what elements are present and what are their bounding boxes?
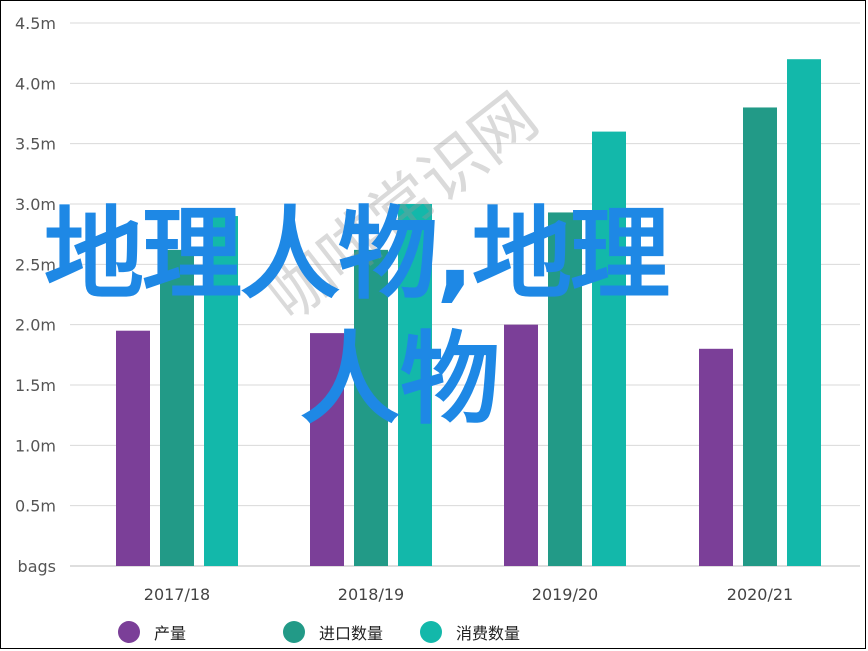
y-tick-label: 3.5m [15,135,56,154]
bar-3 [787,59,821,566]
y-tick-label: 4.5m [15,14,56,33]
bar-chart: bags 0.5m 1.0m 1.5m 2.0m 2.5m 3.0m 3.5m 4.0m 4.5m… [15,14,860,604]
y-tick-label: 2.5m [15,255,56,274]
legend-swatch [283,621,305,643]
x-tick-label: 2018/19 [338,585,404,604]
y-tick-label: 0.5m [15,497,56,516]
bar-1 [699,348,733,566]
x-tick-label: 2020/21 [727,585,793,604]
bar-2 [548,212,582,567]
bar-1 [116,330,150,566]
legend-label: 消费数量 [456,624,521,643]
x-tick-label: 2019/20 [532,585,598,604]
legend: 产量 进口数量 消费数量 [0,618,868,646]
y-tick-label: 4.0m [15,74,56,93]
legend-item: 产量 [118,620,186,644]
bar-2 [160,249,194,566]
y-tick-label: 2.0m [15,316,56,335]
legend-swatch [420,621,442,643]
legend-item: 进口数量 [283,620,383,644]
legend-swatch [118,621,140,643]
bar-2 [743,107,777,566]
y-tick-label: 1.5m [15,376,56,395]
bar-3 [204,216,238,567]
x-tick-label: 2017/18 [144,585,210,604]
bar-3 [592,131,626,566]
legend-label: 产量 [154,624,187,643]
y-tick-label: bags [18,557,56,576]
bar-1 [310,333,344,566]
bar-1 [504,324,538,566]
y-tick-label: 1.0m [15,436,56,455]
bar-3 [398,204,432,566]
bar-2 [354,249,388,566]
y-tick-label: 3.0m [15,195,56,214]
legend-label: 进口数量 [319,624,384,643]
legend-item: 消费数量 [420,620,520,644]
